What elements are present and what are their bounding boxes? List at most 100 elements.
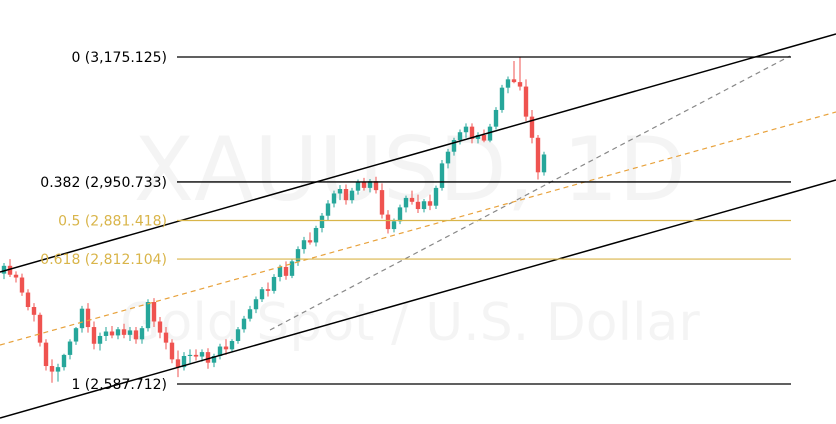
candle (181, 352, 187, 371)
candle-body (271, 276, 277, 291)
dashed-trend-line (269, 55, 791, 331)
candle (301, 236, 307, 254)
candle-body (433, 187, 439, 206)
candle (529, 109, 535, 144)
candle-body (319, 215, 325, 228)
watermark: XAUUSD, 1D Gold Spot / U.S. Dollar (120, 118, 700, 353)
candle-body (355, 182, 361, 191)
candle-body (67, 341, 73, 355)
candle-body (139, 328, 145, 340)
candle (187, 349, 193, 364)
candle (79, 305, 85, 333)
candle (493, 107, 499, 130)
candle (61, 353, 67, 371)
candle (403, 195, 409, 213)
candle-body (463, 126, 469, 133)
candle (433, 185, 439, 210)
candle (151, 298, 157, 328)
candle (469, 123, 475, 144)
candle (103, 327, 109, 341)
candle (385, 210, 391, 234)
candle-body (277, 266, 283, 277)
candle (109, 325, 115, 339)
candle-body (325, 203, 331, 216)
candle-body (91, 327, 97, 344)
candle (373, 176, 379, 194)
candle (97, 332, 103, 351)
candle-body (253, 299, 259, 310)
candle (193, 349, 199, 361)
candle-body (103, 331, 109, 336)
candle (343, 184, 349, 205)
candle (217, 343, 223, 360)
candle (157, 317, 163, 339)
candle (25, 289, 31, 311)
candle-body (55, 367, 61, 372)
candle-body (385, 214, 391, 230)
candle-body (145, 302, 151, 329)
candle (337, 185, 343, 201)
candle (67, 339, 73, 360)
fib-label-0.618: 0.618 (2,812.104) (40, 252, 167, 268)
candle-body (7, 265, 13, 275)
candle (7, 259, 13, 277)
fib-label-0.382: 0.382 (2,950.733) (40, 175, 167, 191)
fib-label-0: 0 (3,175.125) (71, 50, 167, 66)
candle (19, 273, 25, 296)
candle-body (193, 354, 199, 357)
candle-body (169, 342, 175, 360)
candle-body (229, 340, 235, 350)
candle (199, 349, 205, 362)
candle (499, 84, 505, 113)
candle (37, 312, 43, 347)
candle-body (391, 221, 397, 230)
candle (115, 327, 121, 340)
candle-body (493, 109, 499, 127)
candle (397, 204, 403, 225)
candle-body (349, 190, 355, 201)
candle-body (289, 261, 295, 276)
candle (91, 321, 97, 350)
candles-layer (1, 57, 547, 383)
candle (481, 129, 487, 143)
fib-label-0.5: 0.5 (2,881.418) (58, 214, 167, 230)
candle (409, 190, 415, 205)
candle (49, 359, 55, 383)
candle-body (121, 329, 127, 335)
candle (55, 363, 61, 382)
candle-body (505, 79, 511, 88)
candle (133, 327, 139, 344)
candle (211, 353, 217, 368)
candle-body (259, 289, 265, 300)
trendlines-layer (0, 33, 836, 419)
candle-body (439, 163, 445, 188)
candle (535, 135, 541, 180)
candle (295, 246, 301, 266)
candle-body (397, 207, 403, 222)
candle (229, 339, 235, 353)
candle (289, 259, 295, 279)
candle-body (343, 189, 349, 201)
candle (541, 151, 547, 176)
fib-retracement: 0 (3,175.125) 0.382 (2,950.733) 0.5 (2,881… (40, 50, 791, 393)
candle-body (223, 346, 229, 350)
candle (421, 199, 427, 213)
candle-body (511, 79, 517, 83)
candle-body (313, 227, 319, 243)
candle-body (163, 332, 169, 343)
candle-body (361, 182, 367, 188)
candle-body (403, 197, 409, 208)
candle-body (205, 352, 211, 363)
candle-body (523, 86, 529, 117)
candle (235, 327, 241, 344)
candle (43, 339, 49, 371)
candle-body (301, 240, 307, 250)
candle-body (181, 356, 187, 368)
candle-body (475, 135, 481, 139)
candle-body (217, 346, 223, 357)
candle (517, 57, 523, 91)
candle (13, 271, 19, 283)
candle-body (115, 329, 121, 336)
channel-upper-line (0, 33, 836, 273)
